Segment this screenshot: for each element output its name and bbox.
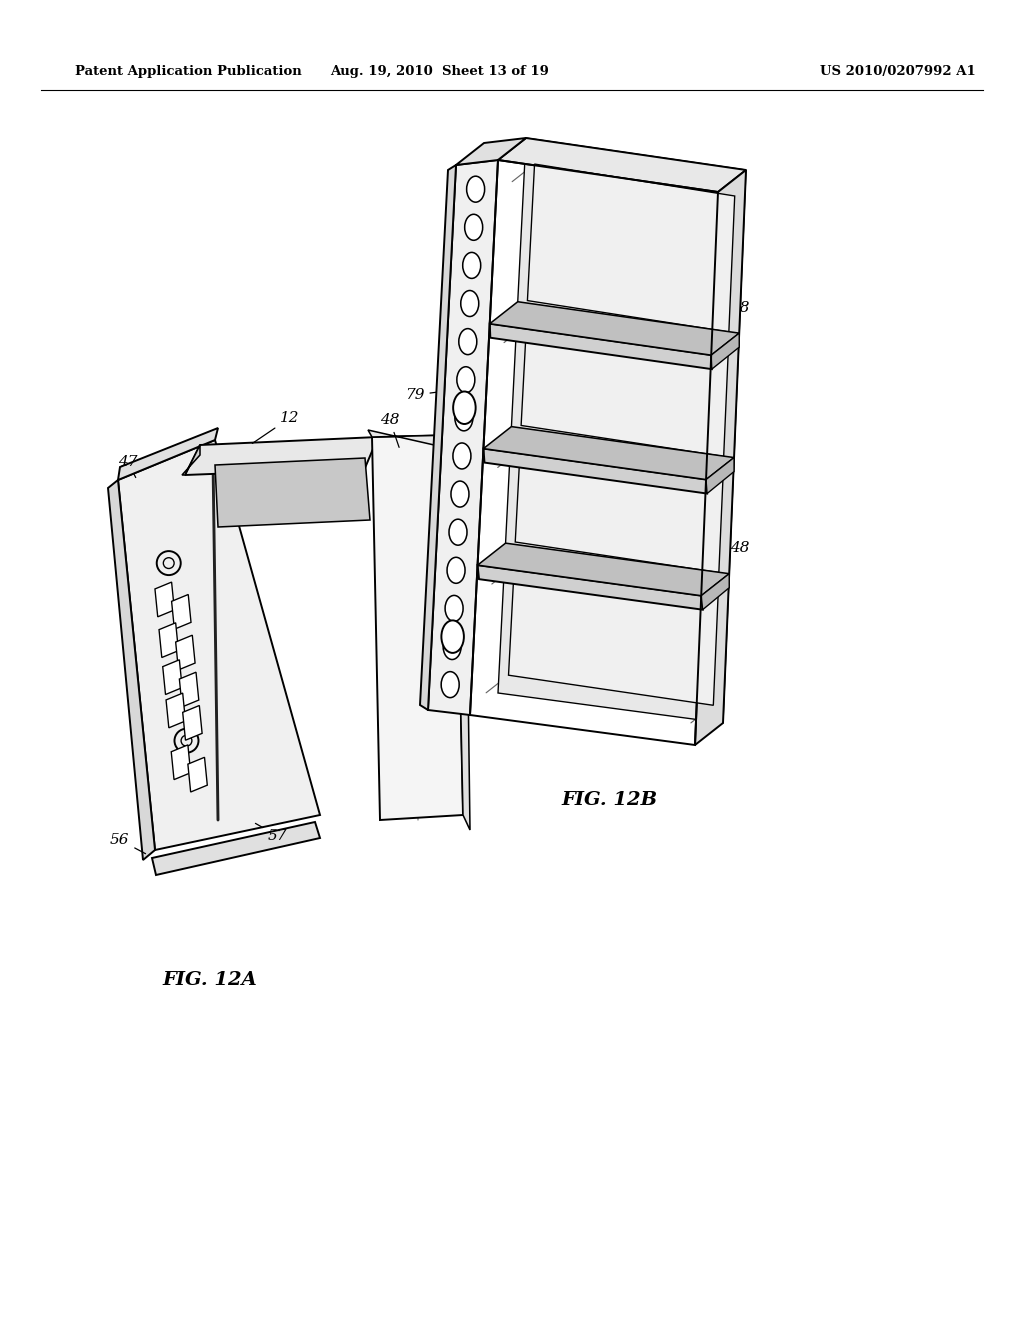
Text: Aug. 19, 2010  Sheet 13 of 19: Aug. 19, 2010 Sheet 13 of 19: [331, 66, 550, 78]
Polygon shape: [477, 543, 729, 595]
Polygon shape: [515, 450, 723, 573]
Ellipse shape: [451, 480, 469, 507]
Polygon shape: [521, 325, 728, 457]
Text: 47: 47: [515, 141, 540, 160]
Polygon shape: [155, 582, 174, 616]
Ellipse shape: [441, 672, 459, 698]
Ellipse shape: [441, 620, 464, 653]
Polygon shape: [456, 139, 526, 165]
Polygon shape: [166, 693, 185, 727]
Polygon shape: [483, 426, 734, 479]
Polygon shape: [489, 323, 712, 370]
Polygon shape: [118, 428, 218, 480]
Text: FIG. 12A: FIG. 12A: [163, 972, 257, 989]
Polygon shape: [368, 430, 465, 451]
Polygon shape: [489, 302, 739, 355]
Text: 47: 47: [118, 455, 137, 478]
Text: 48: 48: [693, 301, 750, 315]
Polygon shape: [509, 566, 718, 705]
Text: 79: 79: [406, 388, 452, 403]
Ellipse shape: [449, 519, 467, 545]
Ellipse shape: [454, 392, 476, 424]
Polygon shape: [215, 458, 370, 527]
Polygon shape: [420, 165, 456, 710]
Polygon shape: [701, 574, 729, 610]
Polygon shape: [187, 758, 207, 792]
Polygon shape: [108, 480, 155, 861]
Polygon shape: [182, 705, 202, 741]
Ellipse shape: [443, 634, 461, 660]
Ellipse shape: [461, 290, 479, 317]
Polygon shape: [171, 744, 190, 780]
Polygon shape: [172, 594, 191, 630]
Polygon shape: [695, 170, 746, 744]
Polygon shape: [372, 436, 463, 820]
Polygon shape: [176, 635, 196, 671]
Text: FIG. 12B: FIG. 12B: [562, 791, 658, 809]
Polygon shape: [185, 437, 378, 475]
Ellipse shape: [447, 557, 465, 583]
Polygon shape: [152, 822, 319, 875]
Polygon shape: [712, 333, 739, 370]
Text: 48: 48: [683, 541, 750, 554]
Ellipse shape: [457, 367, 475, 393]
Text: 57: 57: [255, 824, 288, 843]
Polygon shape: [428, 160, 498, 715]
Text: US 2010/0207992 A1: US 2010/0207992 A1: [820, 66, 976, 78]
Ellipse shape: [459, 329, 477, 355]
Text: Patent Application Publication: Patent Application Publication: [75, 66, 302, 78]
Ellipse shape: [467, 176, 484, 202]
Polygon shape: [159, 623, 178, 657]
Polygon shape: [706, 458, 734, 494]
Text: 48: 48: [380, 413, 399, 447]
Polygon shape: [527, 164, 734, 333]
Polygon shape: [477, 565, 702, 610]
Ellipse shape: [453, 444, 471, 469]
Ellipse shape: [445, 595, 463, 622]
Text: 12: 12: [252, 411, 299, 444]
Polygon shape: [498, 139, 746, 191]
Polygon shape: [118, 440, 319, 850]
Ellipse shape: [465, 214, 482, 240]
Ellipse shape: [463, 252, 480, 279]
Polygon shape: [498, 139, 746, 723]
Polygon shape: [483, 449, 708, 494]
Polygon shape: [179, 672, 199, 708]
Polygon shape: [163, 660, 182, 694]
Text: 56: 56: [110, 833, 145, 854]
Polygon shape: [455, 436, 470, 830]
Ellipse shape: [455, 405, 473, 430]
Polygon shape: [182, 445, 200, 475]
